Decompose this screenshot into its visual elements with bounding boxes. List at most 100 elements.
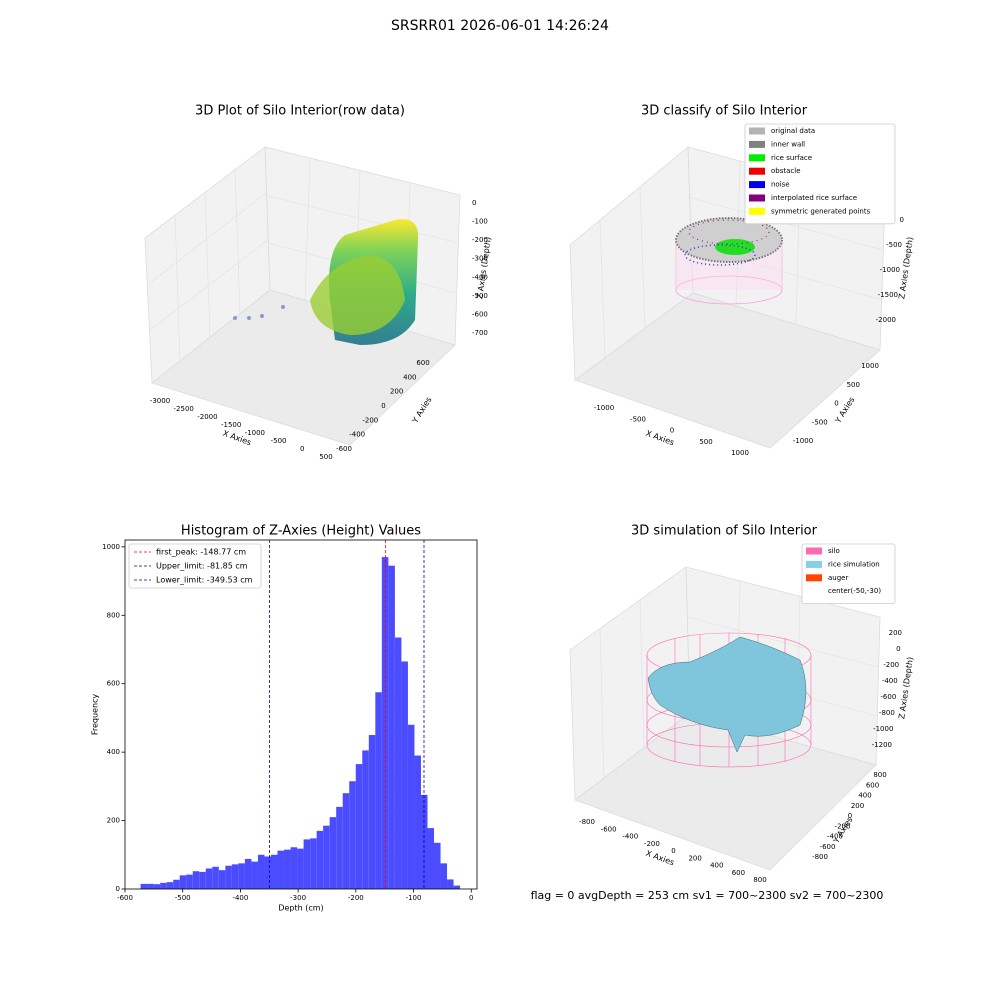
y-tick-label: 0 [116, 885, 120, 893]
z-tick-label: -500 [472, 292, 488, 300]
x-tick-label: 600 [732, 869, 745, 877]
legend-label: symmetric generated points [771, 207, 871, 215]
y-tick-label: 200 [107, 817, 120, 825]
histogram-bar [414, 755, 421, 889]
legend-swatch [749, 154, 765, 162]
y-tick-label: -500 [812, 418, 828, 426]
y-axis-label: Frequency [91, 694, 100, 736]
legend-label: Upper_limit: -81.85 cm [156, 562, 248, 571]
x-tick-label: -600 [601, 825, 617, 833]
histogram-bar [218, 870, 226, 889]
histogram-bar [329, 817, 337, 889]
legend-swatch [749, 127, 765, 135]
x-tick-label: -3000 [150, 397, 170, 405]
z-tick-label: -400 [472, 273, 488, 281]
z-tick-label: -500 [886, 241, 902, 249]
histogram-bar [284, 849, 291, 889]
x-tick-label: -1000 [245, 429, 265, 437]
legend-label: Lower_limit: -349.53 cm [156, 576, 253, 585]
histogram-bar [257, 854, 265, 889]
y-tick-label: 400 [107, 748, 120, 756]
panel-title: Histogram of Z-Axies (Height) Values [181, 524, 421, 539]
y-tick-label: 200 [390, 388, 403, 396]
z-tick-label: -1200 [872, 741, 892, 749]
histogram-bar [381, 557, 389, 889]
x-tick-label: -800 [579, 818, 595, 826]
x-tick-label: -1500 [221, 421, 241, 429]
panel-title: 3D classify of Silo Interior [641, 104, 808, 119]
legend-swatch [749, 181, 765, 189]
histogram-bar [173, 879, 180, 889]
legend-label: original data [771, 127, 815, 135]
x-tick-label: -100 [406, 894, 422, 902]
histogram-bar [310, 838, 317, 889]
x-tick-label: -500 [630, 415, 646, 423]
panel2-cloud [675, 217, 783, 305]
panel4-sim [646, 632, 812, 768]
x-tick-label: 500 [319, 453, 332, 461]
histogram-bar [440, 863, 448, 889]
x-tick-label: -600 [117, 894, 133, 902]
x-tick-label: 500 [699, 438, 712, 446]
histogram-bar [297, 848, 304, 889]
z-tick-label: 0 [896, 645, 900, 653]
y-tick-label: 600 [866, 781, 879, 789]
x-tick-label: 0 [670, 427, 674, 435]
x-tick-label: -1000 [594, 404, 614, 412]
legend-swatch [749, 140, 765, 148]
y-tick-label: -800 [812, 853, 828, 861]
x-tick-label: -400 [622, 833, 638, 841]
legend-swatch [749, 167, 765, 175]
legend-box [128, 543, 262, 589]
z-tick-label: -100 [472, 218, 488, 226]
histogram-bar [244, 858, 252, 889]
histogram-bar [368, 735, 376, 889]
z-tick-label: 0 [472, 199, 476, 207]
y-tick-label: 0 [834, 400, 838, 408]
z-tick-label: -200 [883, 661, 899, 669]
z-tick-label: -800 [879, 709, 895, 717]
histogram-bar [140, 883, 148, 889]
legend-swatch [749, 194, 765, 202]
legend-label: auger [828, 574, 848, 582]
legend-label: rice simulation [828, 560, 880, 568]
histogram-bar [270, 854, 278, 889]
legend-label: center(-50,-30) [828, 587, 881, 595]
x-tick-label: 400 [710, 862, 723, 870]
histogram-bar [434, 842, 441, 889]
histogram-bar [316, 830, 324, 889]
y-tick-label: -400 [827, 833, 843, 841]
panel-title: 3D simulation of Silo Interior [631, 524, 818, 539]
z-tick-label: -1000 [873, 725, 893, 733]
histogram-bar [186, 874, 193, 889]
z-tick-label: -1500 [878, 291, 898, 299]
histogram-bar [290, 847, 298, 889]
x-tick-label: -500 [271, 437, 287, 445]
histogram-bar [192, 871, 200, 889]
panel1-cloud [233, 219, 419, 345]
z-tick-label: -1000 [880, 266, 900, 274]
histogram-bar [231, 864, 239, 889]
x-tick-label: 0 [300, 445, 304, 453]
histogram-bar [388, 565, 395, 889]
x-tick-label: -300 [290, 894, 306, 902]
histogram-bar [453, 885, 461, 889]
figure-title: SRSRR01 2026-06-01 14:26:24 [391, 18, 609, 34]
legend-swatch [806, 560, 822, 568]
y-tick-label: 0 [848, 812, 852, 820]
histogram-bar [336, 806, 343, 889]
legend-label: obstacle [771, 167, 801, 175]
legend-swatch [749, 207, 765, 215]
x-tick-label: 0 [671, 847, 675, 855]
y-tick-label: 200 [851, 802, 864, 810]
x-axis-label: Depth (cm) [278, 904, 323, 913]
status-footer: flag = 0 avgDepth = 253 cm sv1 = 700~230… [531, 889, 884, 902]
histogram-bar [199, 871, 206, 889]
y-tick-label: 600 [107, 680, 120, 688]
y-tick-label: 0 [381, 402, 385, 410]
x-tick-label: -2000 [197, 413, 217, 421]
histogram-bar [303, 839, 311, 889]
histogram-bar [349, 781, 356, 889]
legend-swatch [806, 547, 822, 555]
